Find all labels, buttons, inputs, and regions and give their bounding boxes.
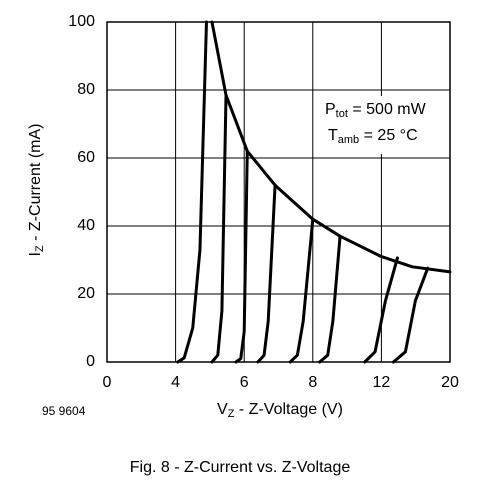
y-label-symbol: I [27, 252, 44, 256]
plot-frame [106, 21, 451, 363]
y-axis-label: IZ - Z-Current (mA) [27, 124, 46, 257]
annotation-sub: tot [336, 108, 348, 120]
chart-title: Fig. 8 - Z-Current vs. Z-Voltage [130, 459, 351, 476]
annotation-symbol: T [328, 127, 338, 144]
x-label-sub: Z [228, 408, 235, 420]
curve [363, 256, 399, 364]
annotation-sub: amb [338, 134, 359, 146]
curve [288, 217, 315, 364]
y-tick-label: 100 [68, 13, 95, 30]
x-label-text: - Z-Voltage (V) [234, 401, 342, 418]
curve [318, 234, 342, 364]
y-tick-label: 80 [77, 81, 95, 98]
curve [210, 20, 452, 274]
annotation-background [318, 96, 446, 154]
curve [210, 93, 228, 364]
curve [176, 20, 208, 364]
figure-id: 95 9604 [42, 404, 86, 418]
x-tick-label: 12 [373, 374, 391, 391]
annotation: Tamb = 25 °C [328, 127, 418, 146]
curve [256, 183, 277, 364]
x-tick-label: 6 [240, 374, 249, 391]
annotation-text: = 500 mW [348, 101, 427, 118]
x-tick-label: 20 [441, 374, 459, 391]
annotation-symbol: P [325, 101, 336, 118]
y-tick-label: 40 [77, 217, 95, 234]
y-tick-label: 20 [77, 285, 95, 302]
curve [391, 266, 430, 364]
annotation-text: = 25 °C [359, 127, 417, 144]
y-label-sub: Z [34, 245, 46, 252]
y-tick-label: 0 [86, 353, 95, 370]
x-tick-label: 4 [171, 374, 180, 391]
curve [234, 149, 249, 364]
annotation: Ptot = 500 mW [325, 101, 427, 120]
x-tick-label: 8 [308, 374, 317, 391]
y-tick-label: 60 [77, 149, 95, 166]
y-label-text: - Z-Current (mA) [27, 124, 44, 246]
x-tick-label: 0 [103, 374, 112, 391]
x-axis-label: VZ - Z-Voltage (V) [217, 401, 343, 420]
x-label-symbol: V [217, 401, 228, 418]
